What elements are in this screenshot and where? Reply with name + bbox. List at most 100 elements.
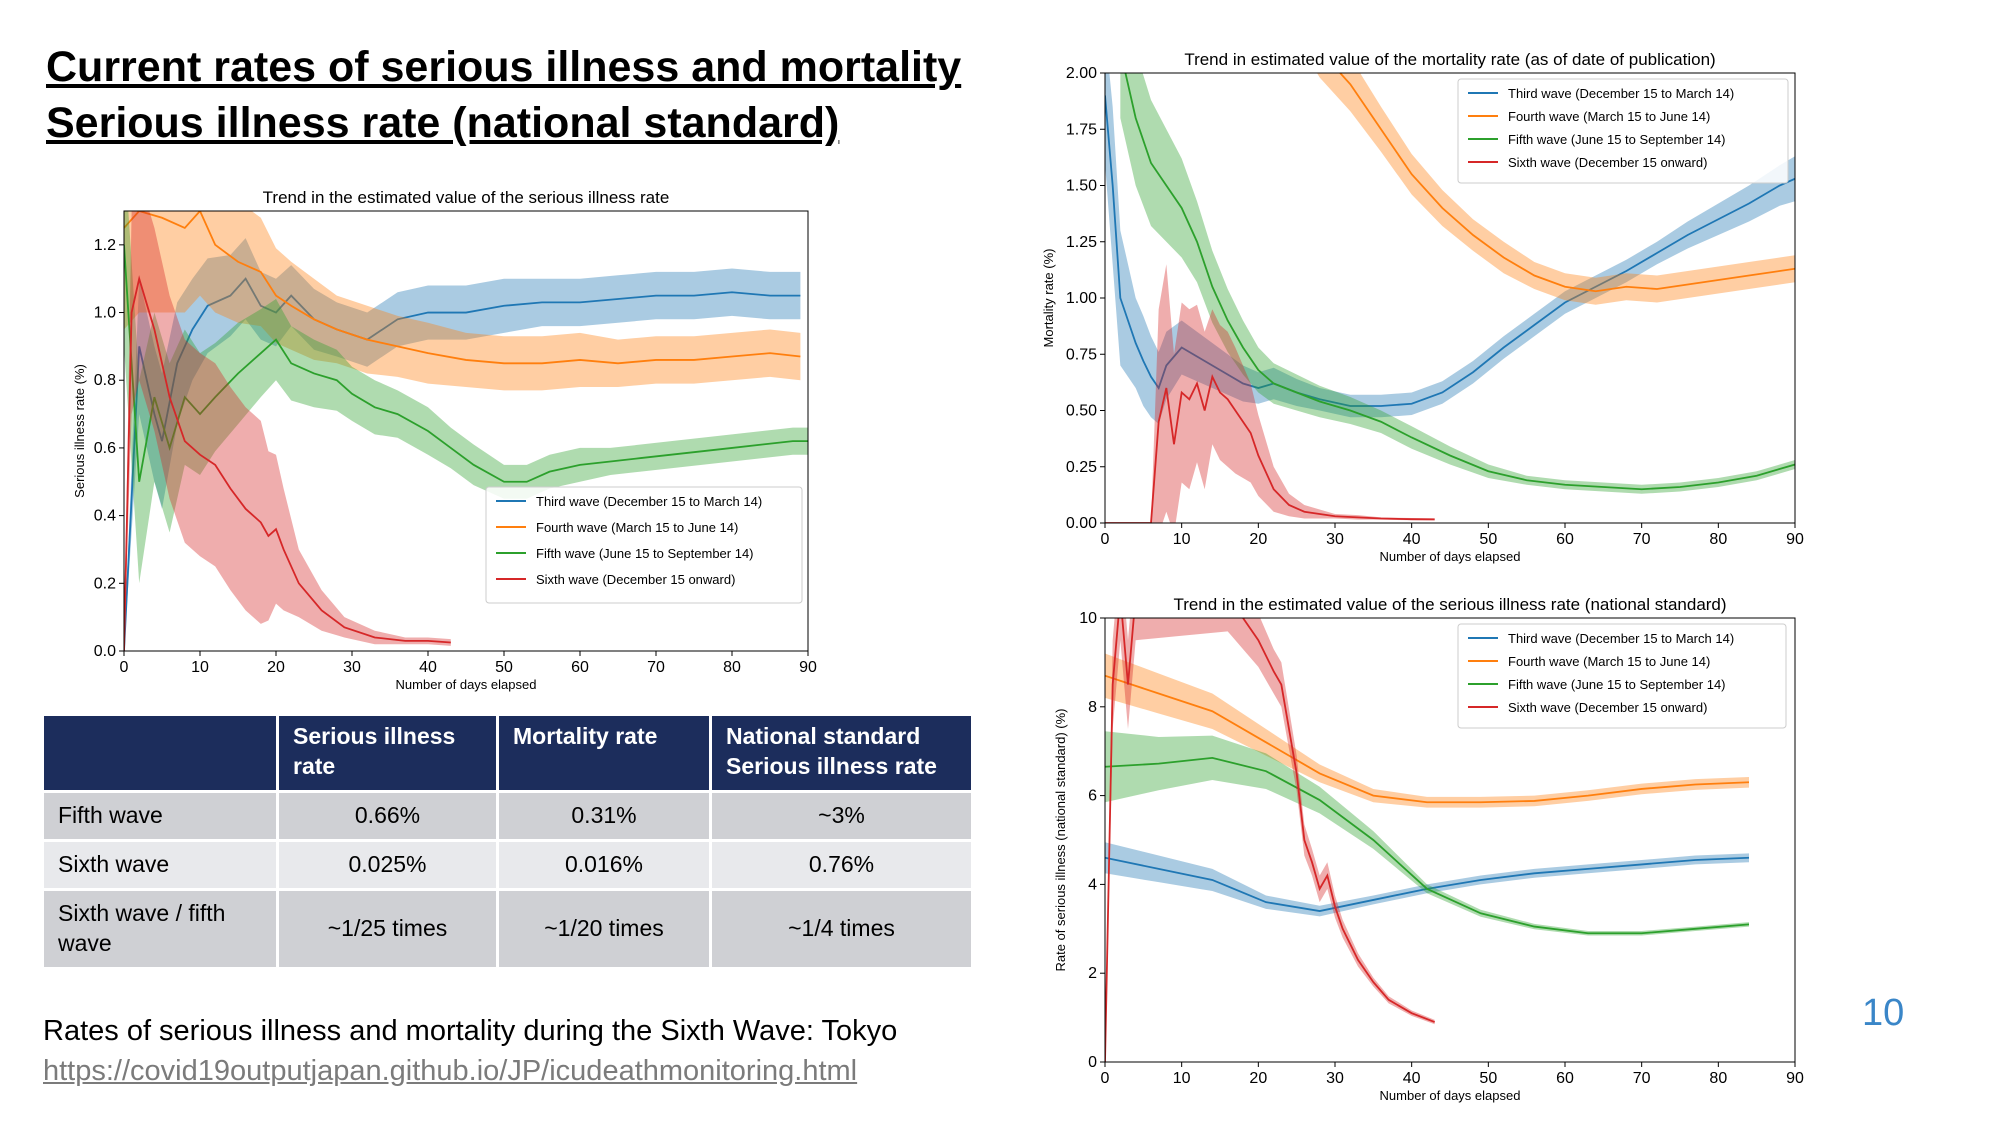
table-cell: Fifth wave (41, 790, 279, 842)
y-tick-label: 0.50 (1066, 403, 1097, 420)
x-tick-label: 80 (1709, 1070, 1727, 1087)
mortality-rate-chart: Trend in estimated value of the mortalit… (1041, 50, 1804, 564)
legend-entry-third-wave-december-15-to-march-14: Third wave (December 15 to March 14) (1508, 86, 1734, 101)
legend-box (1457, 623, 1787, 729)
chart-title: Trend in the estimated value of the seri… (1173, 595, 1726, 614)
y-axis-label: Rate of serious illness (national standa… (1053, 708, 1068, 971)
series-line-sixth-wave-december-15-onward (1105, 374, 1435, 523)
chart-title: Trend in the estimated value of the seri… (263, 188, 670, 207)
x-tick-label: 70 (647, 659, 665, 676)
x-tick-label: 70 (1633, 531, 1651, 548)
series-line-fifth-wave-june-15-to-september-14 (1105, 756, 1750, 935)
legend-box (1457, 78, 1789, 184)
x-tick-label: 50 (1479, 1070, 1497, 1087)
y-tick-label: 0.8 (94, 372, 116, 389)
y-tick-label: 1.50 (1066, 178, 1097, 195)
confidence-band-fourth-wave-march-15-to-june-14 (1105, 653, 1749, 808)
y-tick-label: 4 (1088, 876, 1097, 893)
y-tick-label: 1.2 (94, 237, 116, 254)
x-tick-label: 60 (1556, 1070, 1574, 1087)
legend-entry-third-wave-december-15-to-march-14: Third wave (December 15 to March 14) (1508, 631, 1734, 646)
plot-frame (1104, 617, 1796, 1063)
series-line-sixth-wave-december-15-onward (124, 275, 451, 651)
y-tick-label: 1.25 (1066, 234, 1097, 251)
series-line-third-wave-december-15-to-march-14 (1105, 95, 1795, 407)
series-line-fourth-wave-march-15-to-june-14 (1105, 674, 1750, 804)
x-tick-label: 60 (571, 659, 589, 676)
plot-frame (123, 210, 809, 652)
serious-illness-rate-chart: Trend in the estimated value of the seri… (72, 188, 817, 692)
legend-box (485, 486, 803, 604)
x-tick-label: 60 (1556, 531, 1574, 548)
table-header-serious-illness-rate: Serious illness rate (276, 713, 499, 793)
legend-entry-fourth-wave-march-15-to-june-14: Fourth wave (March 15 to June 14) (536, 520, 738, 535)
table-cell: ~1/20 times (496, 887, 712, 970)
confidence-band-third-wave-december-15-to-march-14 (1105, 73, 1795, 424)
national-standard-serious-illness-chart: Trend in the estimated value of the seri… (1053, 595, 1804, 1103)
x-tick-label: 0 (120, 659, 129, 676)
legend-entry-fourth-wave-march-15-to-june-14: Fourth wave (March 15 to June 14) (1508, 109, 1710, 124)
table-cell: 0.66% (276, 790, 499, 842)
x-tick-label: 20 (1249, 531, 1267, 548)
y-axis-label: Mortality rate (%) (1041, 249, 1056, 348)
x-tick-label: 40 (419, 659, 437, 676)
y-tick-label: 0.6 (94, 440, 116, 457)
y-tick-label: 0.2 (94, 575, 116, 592)
y-tick-label: 1.75 (1066, 121, 1097, 138)
confidence-band-fourth-wave-march-15-to-june-14 (1316, 73, 1795, 305)
source-caption: Rates of serious illness and mortality d… (43, 1015, 898, 1047)
y-tick-label: 0 (1088, 1054, 1097, 1071)
confidence-band-sixth-wave-december-15-onward (1105, 264, 1435, 523)
table-cell: 0.016% (496, 838, 712, 891)
legend-entry-sixth-wave-december-15-onward: Sixth wave (December 15 onward) (1508, 155, 1707, 170)
legend-entry-fifth-wave-june-15-to-september-14: Fifth wave (June 15 to September 14) (1508, 132, 1726, 147)
chart-legend: Third wave (December 15 to March 14) Four… (485, 486, 803, 604)
table-header-blank (41, 713, 279, 793)
legend-entry-fifth-wave-june-15-to-september-14: Fifth wave (June 15 to September 14) (1508, 677, 1726, 692)
x-tick-label: 80 (723, 659, 741, 676)
series-line-sixth-wave-december-15-onward (1105, 618, 1435, 1062)
chart-legend: Third wave (December 15 to March 14) Four… (1457, 623, 1787, 729)
x-tick-label: 40 (1403, 531, 1421, 548)
confidence-band-sixth-wave-december-15-onward (1105, 618, 1435, 1062)
legend-entry-fifth-wave-june-15-to-september-14: Fifth wave (June 15 to September 14) (536, 546, 754, 561)
series-line-fifth-wave-june-15-to-september-14 (124, 244, 808, 483)
x-tick-label: 10 (191, 659, 209, 676)
x-axis-label: Number of days elapsed (396, 677, 537, 692)
y-tick-label: 6 (1088, 788, 1097, 805)
x-tick-label: 10 (1173, 1070, 1191, 1087)
y-tick-label: 10 (1079, 610, 1097, 627)
table-header-national-standard: National standard Serious illness rate (709, 713, 974, 793)
y-tick-label: 0.00 (1066, 515, 1097, 532)
series-line-fourth-wave-march-15-to-june-14 (1338, 73, 1795, 293)
slide-title-line-1: Current rates of serious illness and mor… (46, 43, 962, 91)
legend-entry-third-wave-december-15-to-march-14: Third wave (December 15 to March 14) (536, 494, 762, 509)
y-tick-label: 0.75 (1066, 346, 1097, 363)
x-tick-label: 30 (1326, 1070, 1344, 1087)
page-number: 10 (1862, 992, 1905, 1034)
plot-series-group (124, 211, 808, 651)
table-cell: Sixth wave (41, 838, 279, 891)
x-tick-label: 90 (1786, 531, 1804, 548)
y-tick-label: 0.25 (1066, 459, 1097, 476)
source-link[interactable]: https://covid19outputjapan.github.io/JP/… (43, 1055, 858, 1087)
y-tick-label: 8 (1088, 699, 1097, 716)
plot-series-group (1105, 73, 1795, 523)
x-tick-label: 0 (1101, 531, 1110, 548)
table-cell: ~3% (709, 790, 974, 842)
x-tick-label: 90 (1786, 1070, 1804, 1087)
series-line-fourth-wave-march-15-to-june-14 (124, 211, 801, 365)
y-tick-label: 0.0 (94, 643, 116, 660)
table-cell: 0.76% (709, 838, 974, 891)
y-tick-label: 2 (1088, 965, 1097, 982)
table-cell: Sixth wave / fifth wave (41, 887, 279, 970)
table-cell: 0.31% (496, 790, 712, 842)
x-tick-label: 90 (799, 659, 817, 676)
x-tick-label: 30 (1326, 531, 1344, 548)
rates-summary-table: Serious illness rate Mortality rate Nati… (41, 713, 974, 970)
table-row: Sixth wave / fifth wave ~1/25 times ~1/2… (41, 887, 974, 970)
table-header-mortality-rate: Mortality rate (496, 713, 712, 793)
x-tick-label: 20 (1249, 1070, 1267, 1087)
y-tick-label: 2.00 (1066, 65, 1097, 82)
x-tick-label: 80 (1709, 531, 1727, 548)
